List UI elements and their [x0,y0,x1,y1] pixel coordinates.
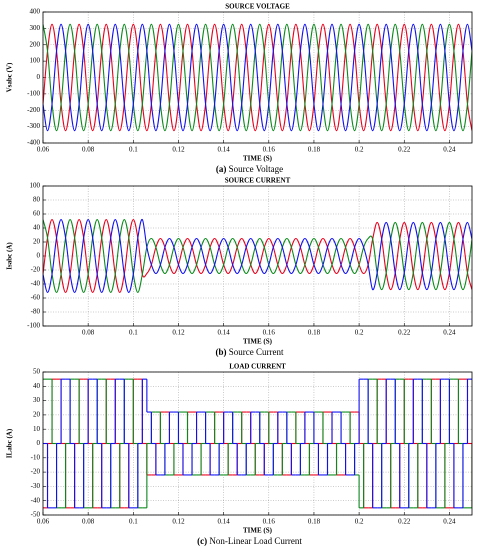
y-tick-label: 40 [33,224,41,232]
y-tick-label: -60 [31,294,41,302]
caption: (b) Source Current [216,347,284,357]
x-tick-label: 0.22 [398,146,411,154]
x-tick-label: 0.12 [172,329,185,337]
caption-label: (a) [216,164,227,174]
y-tick-label: -50 [31,511,41,519]
x-tick-label: 0.2 [355,329,364,337]
x-tick-label: 0.22 [398,329,411,337]
x-tick-label: 0.24 [443,146,456,154]
y-tick-label: -30 [31,482,41,490]
y-tick-label: -40 [31,280,41,288]
caption-text: Source Voltage [229,164,283,174]
y-axis-label: Isabc (A) [6,242,14,270]
y-tick-label: -20 [31,266,41,274]
caption: (a) Source Voltage [216,164,283,174]
y-tick-label: -200 [27,106,40,114]
y-tick-label: 100 [30,182,41,190]
x-tick-label: 0.1 [129,329,138,337]
x-tick-label: 0.18 [308,329,321,337]
x-tick-label: 0.14 [218,146,231,154]
plot-frame [42,371,473,516]
x-tick-label: 0.16 [263,329,276,337]
series-line [43,23,472,132]
series-line [43,23,472,132]
caption-text: Non-Linear Load Current [209,536,302,546]
x-tick-label: 0.06 [37,146,50,154]
x-axis-label: TIME (S) [243,338,273,346]
y-tick-label: 50 [33,368,41,376]
x-tick-label: 0.24 [443,518,456,526]
y-tick-label: 30 [33,396,41,404]
series-line [43,23,472,132]
y-tick-label: -10 [31,453,41,461]
x-tick-label: 0.08 [82,518,95,526]
y-tick-label: -20 [31,468,41,476]
x-tick-label: 0.12 [172,146,185,154]
chart: -50 -40 -30 -20 -10 0 10 20 30 40 50 0.06 0.08 0.1 0.1… [6,363,473,546]
y-tick-label: 0 [37,252,41,260]
caption-text: Source Current [229,347,284,357]
y-tick-label: 400 [30,8,41,16]
y-tick-label: 300 [30,24,41,32]
y-tick-label: 20 [33,238,41,246]
x-tick-label: 0.12 [172,518,185,526]
x-tick-label: 0.16 [263,146,276,154]
plot-frame [42,185,473,327]
x-tick-label: 0.2 [355,518,364,526]
chart-title: SOURCE CURRENT [225,177,291,185]
x-axis-label: TIME (S) [243,527,273,535]
y-tick-label: 40 [33,382,41,390]
x-tick-label: 0.1 [129,518,138,526]
series-line [43,219,472,293]
y-tick-label: -400 [27,139,40,147]
x-tick-label: 0.14 [218,518,231,526]
caption-label: (b) [216,347,227,357]
y-tick-label: 0 [37,439,41,447]
x-tick-label: 0.22 [398,518,411,526]
x-axis-label: TIME (S) [243,155,273,163]
y-axis-label: Vsabc (V) [6,62,14,92]
series-line [43,219,472,293]
x-tick-label: 0.08 [82,146,95,154]
y-tick-label: 60 [33,210,41,218]
y-tick-label: 20 [33,411,41,419]
y-tick-label: 80 [33,196,41,204]
x-tick-label: 0.24 [443,329,456,337]
y-tick-label: -40 [31,496,41,504]
x-tick-label: 0.18 [308,146,321,154]
x-tick-label: 0.06 [37,518,50,526]
chart-title: SOURCE VOLTAGE [225,3,290,11]
x-tick-label: 0.14 [218,329,231,337]
series-line [43,219,472,293]
y-tick-label: 200 [30,40,41,48]
x-tick-label: 0.18 [308,518,321,526]
y-tick-label: 0 [37,73,41,81]
y-axis-label: ILabc (A) [6,428,14,458]
y-tick-label: -100 [27,322,40,330]
caption: (c) Non-Linear Load Current [197,536,302,546]
x-tick-label: 0.08 [82,329,95,337]
chart-title: LOAD CURRENT [229,363,286,371]
x-tick-label: 0.2 [355,146,364,154]
x-tick-label: 0.16 [263,518,276,526]
y-tick-label: -100 [27,89,40,97]
chart: -400 -300 -200 -100 0 100 200 300 400 0.06 0.08 0.1… [6,3,473,174]
plot-frame [42,11,473,144]
y-tick-label: -80 [31,308,41,316]
y-tick-label: 10 [33,425,41,433]
caption-label: (c) [197,536,207,546]
chart: -100 -80 -60 -40 -20 0 20 40 60 80 100 0.08 0.1 0.12 0… [6,177,473,357]
y-tick-label: 100 [30,57,41,65]
x-tick-label: 0.1 [129,146,138,154]
y-tick-label: -300 [27,122,40,130]
